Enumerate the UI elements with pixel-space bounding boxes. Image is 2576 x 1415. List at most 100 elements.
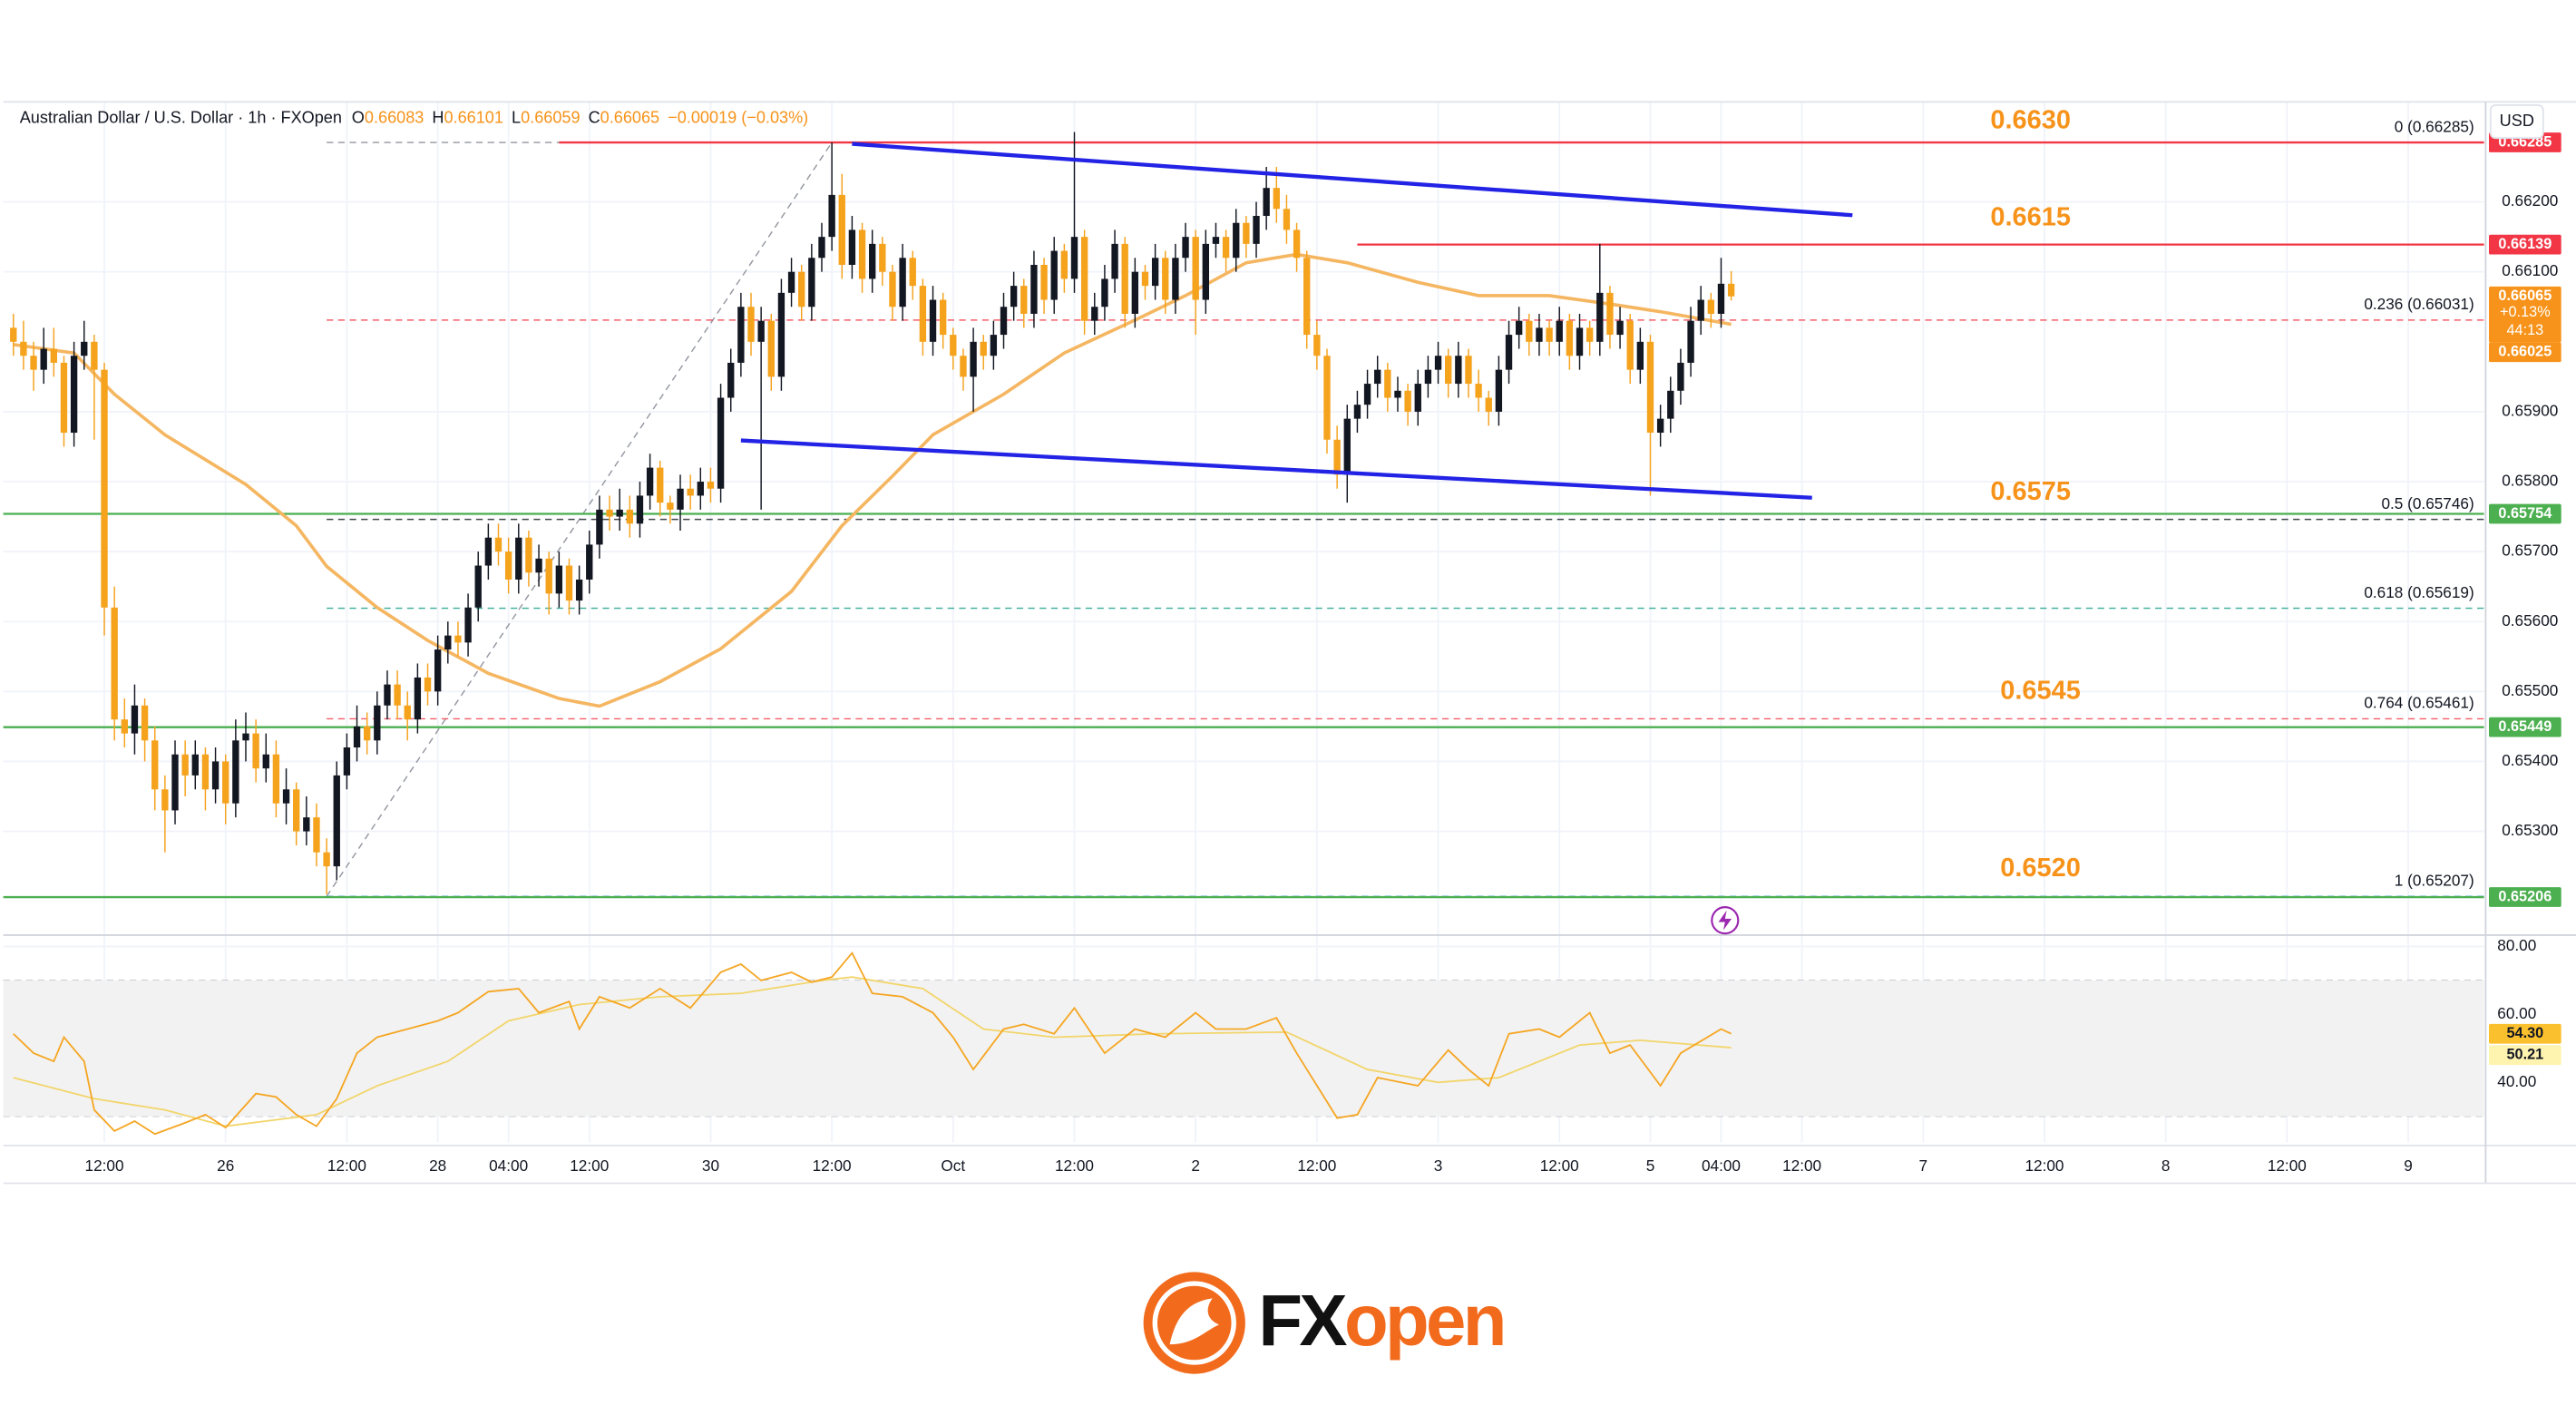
y-tick-label: 0.65700 bbox=[2502, 542, 2558, 560]
fib-label: 1 (0.65207) bbox=[2395, 872, 2474, 890]
candle-body bbox=[869, 243, 876, 279]
brand-text: FXopen bbox=[1258, 1280, 1503, 1361]
candle-body bbox=[181, 754, 189, 776]
x-tick-label: 04:00 bbox=[1702, 1156, 1741, 1175]
candle-body bbox=[767, 320, 775, 377]
candle-body bbox=[535, 558, 542, 573]
candle-body bbox=[1434, 356, 1442, 370]
candle-body bbox=[394, 684, 401, 706]
x-tick-label: 12:00 bbox=[1782, 1156, 1821, 1175]
rsi-line bbox=[13, 951, 1732, 1136]
candle-body bbox=[586, 544, 593, 580]
candle-body bbox=[81, 341, 88, 356]
level-annotation: 0.6615 bbox=[1990, 203, 2071, 232]
x-tick-label: Oct bbox=[941, 1156, 965, 1175]
candle-body bbox=[960, 356, 967, 377]
ma-tag bbox=[2489, 342, 2561, 363]
x-tick-label: 12:00 bbox=[1540, 1156, 1579, 1175]
fib-label: 0 (0.66285) bbox=[2395, 117, 2474, 135]
candle-body bbox=[323, 852, 330, 867]
fib-label: 0.618 (0.65619) bbox=[2364, 583, 2474, 601]
rsi-ma-tag bbox=[2489, 1045, 2561, 1066]
candle-body bbox=[798, 271, 805, 307]
candle-body bbox=[444, 635, 452, 650]
ma-tag-label: 0.66025 bbox=[2498, 344, 2552, 360]
candle-body bbox=[1687, 320, 1694, 363]
candle-body bbox=[1495, 369, 1503, 412]
x-tick-label: 12:00 bbox=[327, 1156, 366, 1175]
x-tick-label: 8 bbox=[2161, 1156, 2171, 1175]
candle-body bbox=[504, 551, 512, 580]
candle-body bbox=[30, 356, 37, 370]
y-tick-label: 0.65900 bbox=[2502, 401, 2558, 419]
candle-body bbox=[1222, 237, 1230, 259]
candle-body bbox=[171, 754, 179, 811]
candle-body bbox=[990, 335, 998, 356]
candle-body bbox=[1404, 390, 1411, 412]
candle-body bbox=[818, 237, 825, 259]
event-bolt bbox=[1718, 910, 1732, 931]
candle-body bbox=[101, 369, 108, 608]
candle-body bbox=[1485, 397, 1492, 412]
candle-body bbox=[667, 503, 674, 510]
fib-label: 0.5 (0.65746) bbox=[2381, 494, 2474, 512]
candle-body bbox=[1677, 362, 1684, 391]
ohlc-value: 0.66083 bbox=[365, 108, 424, 126]
candle-body bbox=[1445, 356, 1452, 385]
candle-body bbox=[1263, 188, 1270, 217]
candle-body bbox=[333, 775, 340, 867]
candle-body bbox=[1243, 222, 1250, 244]
y-tick-label: 0.66200 bbox=[2502, 191, 2558, 210]
rsi-ma-tag-label: 50.21 bbox=[2506, 1047, 2543, 1063]
candle-body bbox=[1384, 369, 1391, 398]
candle-body bbox=[1394, 390, 1401, 398]
candle-body bbox=[687, 488, 694, 496]
candle-body bbox=[596, 509, 603, 545]
fib-trend bbox=[326, 142, 833, 897]
candle-body bbox=[879, 243, 886, 272]
candle-body bbox=[343, 747, 351, 776]
level-annotation: 0.6575 bbox=[1990, 477, 2071, 506]
candle-body bbox=[363, 726, 371, 741]
candle-body bbox=[454, 635, 462, 643]
candle-body bbox=[1131, 271, 1139, 314]
candle-body bbox=[828, 194, 835, 238]
logo-dragon bbox=[1169, 1298, 1219, 1345]
candle-body bbox=[424, 677, 432, 692]
candle-body bbox=[1091, 307, 1098, 321]
candle-body bbox=[545, 558, 552, 594]
candle-body bbox=[20, 341, 27, 356]
candle-body bbox=[434, 649, 442, 692]
x-tick-label: 12:00 bbox=[1055, 1156, 1094, 1175]
candle-body bbox=[262, 754, 269, 769]
candle-body bbox=[1101, 278, 1108, 307]
y-tick-label: 0.66100 bbox=[2502, 261, 2558, 279]
candle-body bbox=[970, 341, 977, 377]
candle-body bbox=[1556, 320, 1563, 342]
candle-body bbox=[1465, 356, 1472, 385]
x-tick-label: 28 bbox=[429, 1156, 446, 1175]
y-tick-label: 0.65400 bbox=[2502, 751, 2558, 769]
rsi-tick-label: 80.00 bbox=[2497, 936, 2536, 954]
x-tick-label: 12:00 bbox=[2268, 1156, 2307, 1175]
currency-button[interactable] bbox=[2489, 104, 2544, 140]
candle-body bbox=[484, 537, 493, 566]
candle-body bbox=[1080, 237, 1088, 321]
candle-body bbox=[374, 705, 381, 741]
candle-body bbox=[525, 537, 532, 573]
rsi-tick-label: 60.00 bbox=[2497, 1004, 2536, 1022]
candle-body bbox=[787, 271, 795, 293]
candle-body bbox=[606, 509, 613, 517]
candle-body bbox=[1717, 283, 1725, 314]
candle-body bbox=[555, 565, 563, 594]
candle-body bbox=[1000, 307, 1008, 336]
candle-body bbox=[1233, 222, 1240, 259]
plot: 0 (0.66285) 0.236 (0.66031) 0.5 (0.65746) 0… bbox=[3, 106, 2484, 1136]
channel-line bbox=[740, 438, 1812, 500]
candle-body bbox=[1212, 237, 1220, 244]
last-price-change: +0.13% bbox=[2500, 304, 2551, 320]
candle-body bbox=[293, 789, 300, 832]
candle-body bbox=[111, 607, 118, 720]
